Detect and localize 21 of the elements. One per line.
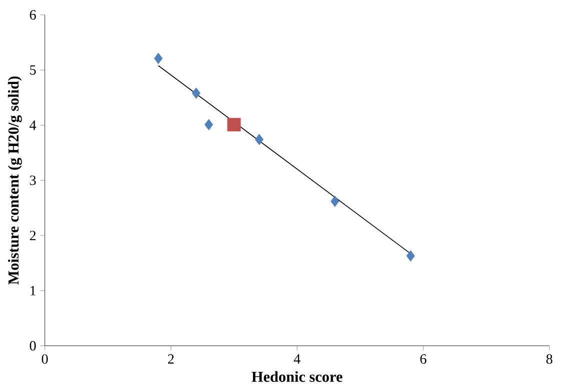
y-tick-label: 5	[30, 65, 36, 75]
x-tick-label: 6	[420, 354, 426, 364]
point	[227, 118, 241, 132]
point	[154, 52, 163, 64]
point	[330, 196, 340, 207]
y-axis-title: Moisture content (g H20/g solid)	[8, 76, 22, 285]
point	[192, 88, 200, 99]
x-tick-label: 2	[168, 354, 174, 364]
x-tick-label: 0	[42, 354, 48, 364]
y-tick-label: 0	[30, 341, 36, 351]
y-tick-label: 6	[30, 10, 36, 20]
y-tick-label: 3	[30, 176, 36, 186]
point	[204, 119, 214, 130]
x-tick-label: 4	[294, 354, 300, 364]
point	[406, 250, 415, 262]
y-tick-label: 4	[30, 120, 36, 130]
y-tick-label: 2	[30, 230, 36, 240]
point	[254, 134, 264, 146]
x-axis-title: Hedonic score	[252, 371, 342, 382]
x-tick-label: 8	[546, 354, 552, 364]
y-tick-label: 1	[30, 286, 36, 296]
